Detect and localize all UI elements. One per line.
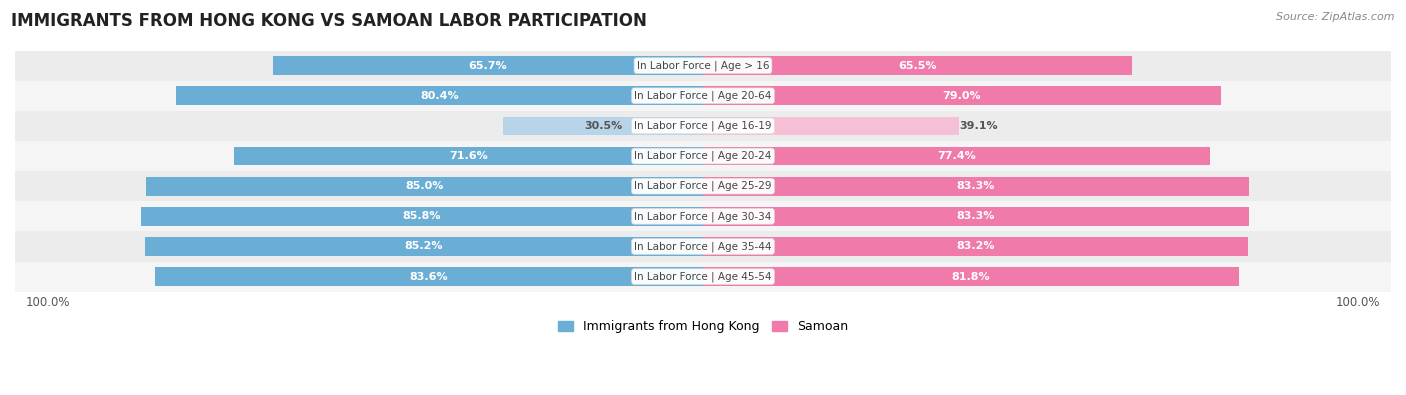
Text: 85.2%: 85.2% xyxy=(405,241,443,252)
Bar xyxy=(273,56,703,75)
Text: IMMIGRANTS FROM HONG KONG VS SAMOAN LABOR PARTICIPATION: IMMIGRANTS FROM HONG KONG VS SAMOAN LABO… xyxy=(11,12,647,30)
Text: In Labor Force | Age 45-54: In Labor Force | Age 45-54 xyxy=(634,271,772,282)
Text: 83.6%: 83.6% xyxy=(409,272,449,282)
Text: 65.5%: 65.5% xyxy=(898,60,936,71)
Text: 85.8%: 85.8% xyxy=(402,211,441,221)
Bar xyxy=(15,201,1391,231)
Bar xyxy=(146,177,703,196)
Bar xyxy=(703,237,1249,256)
Text: 65.7%: 65.7% xyxy=(468,60,508,71)
Bar xyxy=(15,171,1391,201)
Bar xyxy=(145,237,703,256)
Bar xyxy=(15,51,1391,81)
Text: In Labor Force | Age 30-34: In Labor Force | Age 30-34 xyxy=(634,211,772,222)
Text: 77.4%: 77.4% xyxy=(938,151,976,161)
Bar xyxy=(503,117,703,135)
Bar xyxy=(703,267,1239,286)
Text: In Labor Force | Age 20-64: In Labor Force | Age 20-64 xyxy=(634,90,772,101)
Text: In Labor Force | Age 20-24: In Labor Force | Age 20-24 xyxy=(634,151,772,161)
Bar xyxy=(703,87,1220,105)
Bar xyxy=(15,231,1391,261)
Text: 71.6%: 71.6% xyxy=(449,151,488,161)
Text: 83.3%: 83.3% xyxy=(956,211,995,221)
Legend: Immigrants from Hong Kong, Samoan: Immigrants from Hong Kong, Samoan xyxy=(553,316,853,339)
Text: 85.0%: 85.0% xyxy=(405,181,444,191)
Bar xyxy=(15,261,1391,292)
Bar xyxy=(141,207,703,226)
Bar xyxy=(703,207,1249,226)
Bar xyxy=(233,147,703,166)
Bar xyxy=(155,267,703,286)
Text: 81.8%: 81.8% xyxy=(952,272,990,282)
Bar xyxy=(15,141,1391,171)
Text: In Labor Force | Age 25-29: In Labor Force | Age 25-29 xyxy=(634,181,772,192)
Text: In Labor Force | Age 35-44: In Labor Force | Age 35-44 xyxy=(634,241,772,252)
Bar xyxy=(15,81,1391,111)
Bar xyxy=(176,87,703,105)
Bar xyxy=(703,147,1211,166)
Text: In Labor Force | Age 16-19: In Labor Force | Age 16-19 xyxy=(634,120,772,131)
Bar xyxy=(703,117,959,135)
Text: 79.0%: 79.0% xyxy=(942,91,981,101)
Text: In Labor Force | Age > 16: In Labor Force | Age > 16 xyxy=(637,60,769,71)
Bar xyxy=(15,111,1391,141)
Text: 80.4%: 80.4% xyxy=(420,91,458,101)
Text: 83.2%: 83.2% xyxy=(956,241,995,252)
Text: 83.3%: 83.3% xyxy=(956,181,995,191)
Bar xyxy=(703,177,1249,196)
Text: Source: ZipAtlas.com: Source: ZipAtlas.com xyxy=(1277,12,1395,22)
Text: 39.1%: 39.1% xyxy=(959,121,998,131)
Text: 30.5%: 30.5% xyxy=(583,121,623,131)
Bar xyxy=(703,56,1132,75)
